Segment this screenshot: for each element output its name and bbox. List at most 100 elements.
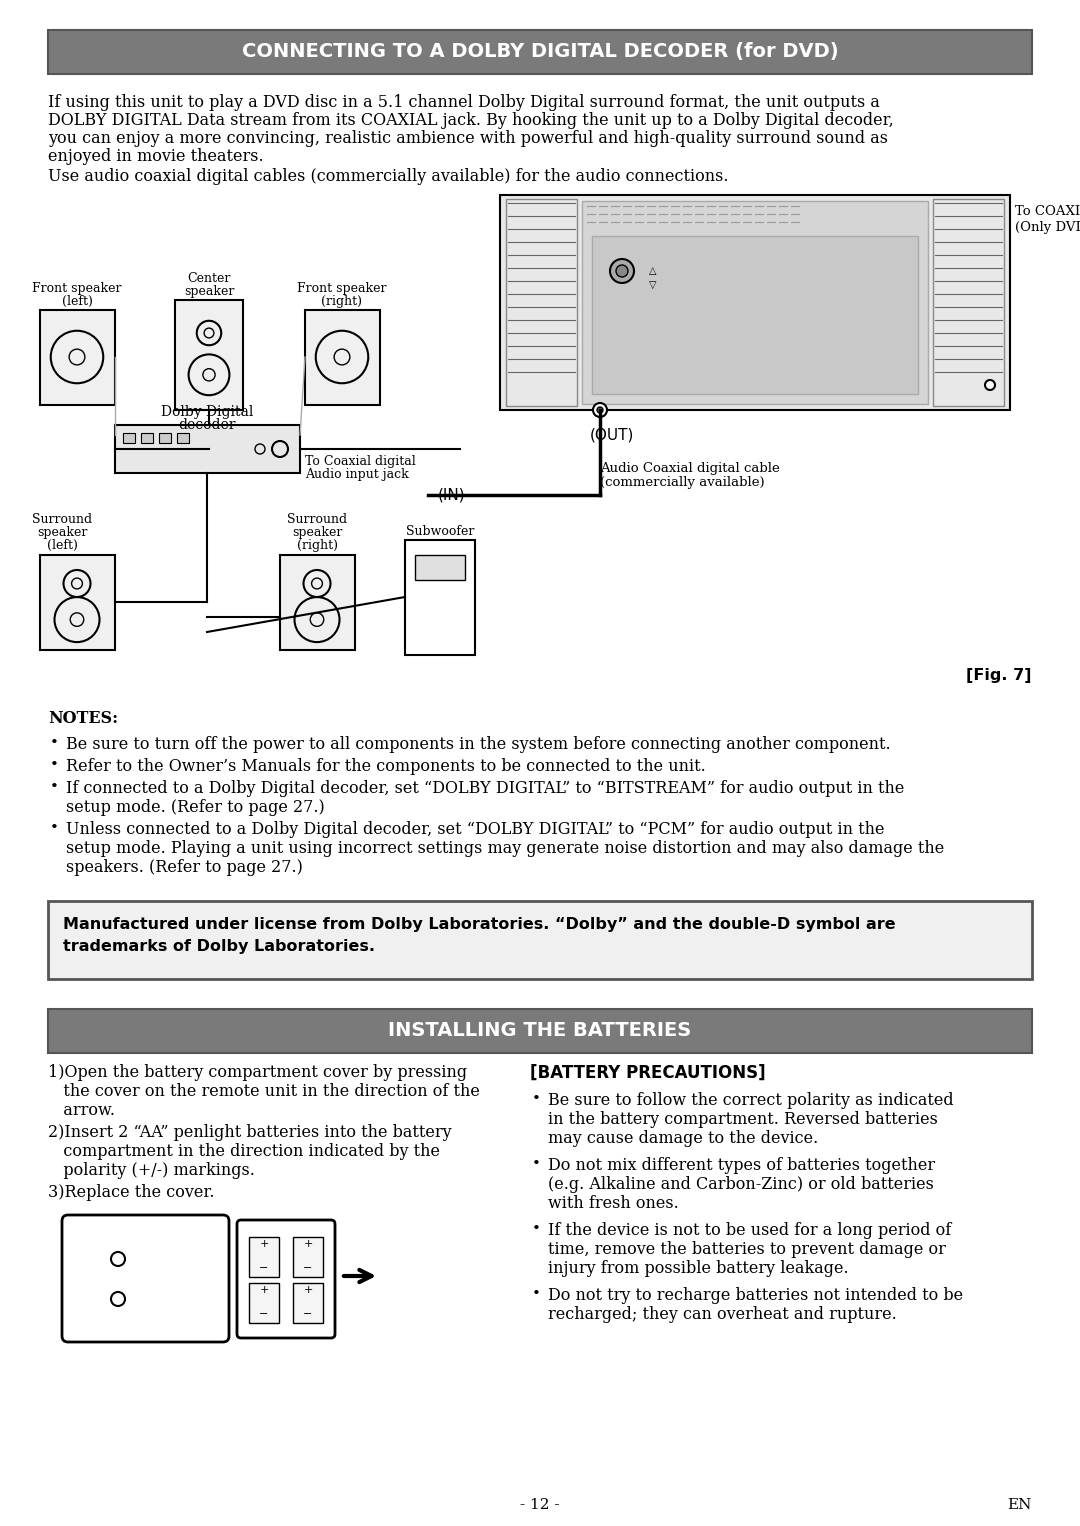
Text: ▽: ▽ — [649, 279, 657, 290]
Text: Front speaker: Front speaker — [297, 282, 387, 295]
Bar — [582, 201, 928, 404]
Text: •: • — [50, 821, 59, 835]
Bar — [507, 198, 577, 406]
Text: 3)Replace the cover.: 3)Replace the cover. — [48, 1184, 215, 1201]
Bar — [933, 198, 1004, 406]
Text: •: • — [532, 1222, 541, 1236]
Text: (left): (left) — [62, 295, 93, 308]
Bar — [159, 433, 171, 443]
Text: Front speaker: Front speaker — [32, 282, 122, 295]
Text: Dolby Digital: Dolby Digital — [161, 404, 253, 420]
Text: If connected to a Dolby Digital decoder, set “DOLBY DIGITAL” to “BITSTREAM” for : If connected to a Dolby Digital decoder,… — [66, 780, 904, 797]
Text: 1)Open the battery compartment cover by pressing: 1)Open the battery compartment cover by … — [48, 1064, 468, 1080]
Text: •: • — [50, 780, 59, 794]
Text: −: − — [259, 1309, 269, 1318]
Text: 2)Insert 2 “AA” penlight batteries into the battery: 2)Insert 2 “AA” penlight batteries into … — [48, 1125, 451, 1141]
Text: Subwoofer: Subwoofer — [406, 525, 474, 539]
Text: time, remove the batteries to prevent damage or: time, remove the batteries to prevent da… — [548, 1241, 946, 1257]
Circle shape — [597, 407, 603, 414]
Text: - 12 -: - 12 - — [521, 1499, 559, 1512]
Bar — [141, 433, 153, 443]
Text: +: + — [303, 1239, 313, 1248]
Text: recharged; they can overheat and rupture.: recharged; they can overheat and rupture… — [548, 1306, 896, 1323]
Text: [BATTERY PRECAUTIONS]: [BATTERY PRECAUTIONS] — [530, 1064, 766, 1082]
Text: Audio Coaxial digital cable: Audio Coaxial digital cable — [600, 462, 780, 475]
Text: +: + — [259, 1239, 269, 1248]
Text: speaker: speaker — [184, 285, 234, 298]
Text: •: • — [50, 758, 59, 772]
Bar — [114, 426, 300, 473]
Text: setup mode. (Refer to page 27.): setup mode. (Refer to page 27.) — [66, 800, 325, 816]
Text: trademarks of Dolby Laboratories.: trademarks of Dolby Laboratories. — [63, 938, 375, 954]
Text: Use audio coaxial digital cables (commercially available) for the audio connecti: Use audio coaxial digital cables (commer… — [48, 168, 729, 185]
Text: Refer to the Owner’s Manuals for the components to be connected to the unit.: Refer to the Owner’s Manuals for the com… — [66, 758, 705, 775]
Text: +: + — [303, 1285, 313, 1296]
Text: DOLBY DIGITAL Data stream from its COAXIAL jack. By hooking the unit up to a Dol: DOLBY DIGITAL Data stream from its COAXI… — [48, 111, 894, 130]
Text: (Only DVD AUDIO OUT): (Only DVD AUDIO OUT) — [1015, 221, 1080, 233]
Text: compartment in the direction indicated by the: compartment in the direction indicated b… — [48, 1143, 440, 1160]
Text: speaker: speaker — [292, 526, 342, 539]
Text: To Coaxial digital: To Coaxial digital — [305, 455, 416, 468]
Text: Center: Center — [187, 272, 231, 285]
Text: (right): (right) — [297, 539, 337, 552]
Text: Surround: Surround — [32, 513, 92, 526]
Bar — [500, 195, 1010, 410]
Bar — [405, 540, 475, 655]
Text: △: △ — [649, 266, 657, 276]
Bar — [249, 1238, 279, 1277]
Text: −: − — [303, 1264, 313, 1273]
Text: •: • — [532, 1093, 541, 1106]
FancyBboxPatch shape — [48, 1009, 1032, 1053]
Text: polarity (+/-) markings.: polarity (+/-) markings. — [48, 1161, 255, 1180]
Text: injury from possible battery leakage.: injury from possible battery leakage. — [548, 1260, 849, 1277]
Text: (e.g. Alkaline and Carbon-Zinc) or old batteries: (e.g. Alkaline and Carbon-Zinc) or old b… — [548, 1177, 934, 1193]
Text: Unless connected to a Dolby Digital decoder, set “DOLBY DIGITAL” to “PCM” for au: Unless connected to a Dolby Digital deco… — [66, 821, 885, 838]
Text: •: • — [532, 1157, 541, 1170]
Text: (left): (left) — [46, 539, 78, 552]
Bar — [177, 433, 189, 443]
Text: Manufactured under license from Dolby Laboratories. “Dolby” and the double-D sym: Manufactured under license from Dolby La… — [63, 917, 895, 932]
FancyBboxPatch shape — [48, 900, 1032, 980]
Circle shape — [593, 403, 607, 417]
Text: Do not try to recharge batteries not intended to be: Do not try to recharge batteries not int… — [548, 1286, 963, 1305]
Text: If using this unit to play a DVD disc in a 5.1 channel Dolby Digital surround fo: If using this unit to play a DVD disc in… — [48, 95, 880, 111]
Text: •: • — [532, 1286, 541, 1302]
Bar — [175, 301, 243, 410]
Text: (right): (right) — [322, 295, 363, 308]
Text: the cover on the remote unit in the direction of the: the cover on the remote unit in the dire… — [48, 1083, 480, 1100]
Bar — [293, 1238, 323, 1277]
Text: decoder: decoder — [178, 418, 235, 432]
Text: To COAXIAL jack: To COAXIAL jack — [1015, 204, 1080, 218]
Text: enjoyed in movie theaters.: enjoyed in movie theaters. — [48, 148, 264, 165]
Text: −: − — [259, 1264, 269, 1273]
Text: with fresh ones.: with fresh ones. — [548, 1195, 678, 1212]
Text: +: + — [259, 1285, 269, 1296]
FancyBboxPatch shape — [237, 1219, 335, 1338]
Text: in the battery compartment. Reversed batteries: in the battery compartment. Reversed bat… — [548, 1111, 937, 1128]
Text: INSTALLING THE BATTERIES: INSTALLING THE BATTERIES — [389, 1021, 691, 1041]
Text: (commercially available): (commercially available) — [600, 476, 765, 488]
Text: (OUT): (OUT) — [590, 427, 634, 443]
FancyBboxPatch shape — [48, 31, 1032, 73]
Circle shape — [610, 259, 634, 282]
Text: may cause damage to the device.: may cause damage to the device. — [548, 1129, 819, 1148]
Text: Surround: Surround — [287, 513, 347, 526]
Bar — [415, 555, 465, 580]
Bar — [249, 1283, 279, 1323]
FancyBboxPatch shape — [62, 1215, 229, 1341]
Bar — [592, 237, 918, 394]
Circle shape — [616, 266, 627, 278]
Bar — [280, 555, 355, 650]
Text: speaker: speaker — [37, 526, 87, 539]
Text: Audio input jack: Audio input jack — [305, 468, 408, 481]
Text: you can enjoy a more convincing, realistic ambience with powerful and high-quali: you can enjoy a more convincing, realist… — [48, 130, 888, 146]
Text: Be sure to follow the correct polarity as indicated: Be sure to follow the correct polarity a… — [548, 1093, 954, 1109]
Text: [Fig. 7]: [Fig. 7] — [967, 668, 1032, 684]
Text: setup mode. Playing a unit using incorrect settings may generate noise distortio: setup mode. Playing a unit using incorre… — [66, 839, 944, 858]
Circle shape — [985, 380, 995, 391]
Text: speakers. (Refer to page 27.): speakers. (Refer to page 27.) — [66, 859, 302, 876]
Bar — [40, 555, 114, 650]
Text: Be sure to turn off the power to all components in the system before connecting : Be sure to turn off the power to all com… — [66, 736, 891, 752]
Text: Do not mix different types of batteries together: Do not mix different types of batteries … — [548, 1157, 935, 1173]
Text: NOTES:: NOTES: — [48, 710, 118, 726]
